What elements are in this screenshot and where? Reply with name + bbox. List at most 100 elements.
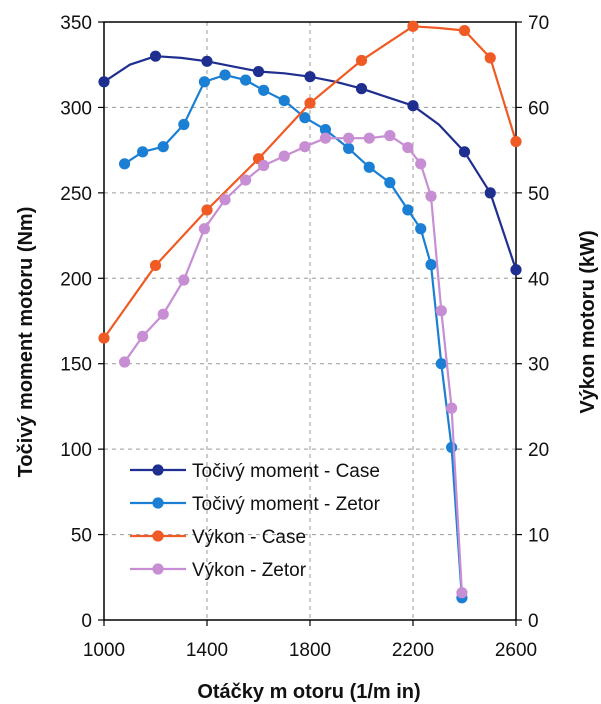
y-right-tick-label: 20: [528, 440, 549, 461]
x-tick-label: 1000: [83, 640, 125, 661]
data-point: [435, 358, 447, 370]
y-right-tick-label: 30: [528, 355, 549, 376]
data-point: [137, 146, 149, 158]
y-right-tick-label: 70: [528, 13, 549, 34]
data-point: [299, 141, 311, 153]
data-point: [98, 332, 110, 344]
data-point: [363, 132, 375, 144]
data-point: [484, 187, 496, 199]
legend-label: Točivý moment - Zetor: [192, 494, 381, 515]
data-point: [425, 259, 437, 271]
data-point: [355, 83, 368, 95]
x-tick-label: 1800: [289, 640, 331, 661]
y-left-tick-label: 300: [60, 98, 92, 119]
data-point: [407, 20, 419, 32]
data-point: [178, 118, 190, 131]
data-point: [415, 158, 427, 170]
axes: [98, 21, 522, 626]
y-axis-left-title: Točivý moment motoru (Nm): [15, 207, 37, 478]
series-4: [119, 130, 468, 599]
data-point: [343, 142, 355, 155]
data-point: [178, 274, 190, 286]
data-point: [258, 159, 270, 172]
x-tick-label: 1400: [186, 640, 228, 661]
y-right-tick-label: 0: [528, 611, 539, 632]
data-point: [201, 204, 213, 216]
legend-item: Točivý moment - Case: [130, 461, 380, 482]
data-point: [299, 112, 311, 124]
y-right-tick-label: 50: [528, 184, 549, 205]
y-axis-right-title: Výkon motoru (kW): [577, 230, 599, 413]
data-point: [119, 356, 131, 368]
data-point: [137, 330, 149, 342]
plot-frame: [103, 21, 517, 621]
data-point: [149, 259, 162, 272]
data-point: [119, 158, 131, 170]
data-point: [278, 94, 290, 107]
legend-swatch-marker: [152, 530, 164, 542]
y-left-tick-label: 0: [81, 611, 92, 632]
legend-swatch-marker: [152, 563, 164, 575]
data-point: [278, 150, 290, 162]
grid: [104, 22, 516, 620]
data-point: [198, 76, 211, 88]
data-point: [343, 132, 355, 144]
y-right-tick-label: 10: [528, 526, 549, 547]
tick-labels: 1000 1400 1800 2200 260005010015020025030035…: [60, 13, 549, 661]
data-point: [319, 132, 332, 144]
data-point: [157, 308, 169, 320]
data-point: [384, 177, 396, 189]
data-point: [355, 54, 368, 67]
data-point: [484, 52, 496, 64]
x-axis-title: Otáčky m otoru (1/m in): [197, 681, 420, 703]
data-point: [510, 264, 522, 276]
legend: Točivý moment - Case Točivý moment - Zeto…: [130, 461, 381, 581]
data-point: [446, 441, 458, 454]
series-line: [123, 134, 463, 593]
legend-item: Výkon - Case: [130, 527, 306, 548]
data-point: [219, 69, 231, 81]
y-left-tick-label: 350: [60, 13, 92, 34]
data-point: [240, 174, 252, 186]
data-point: [319, 124, 332, 136]
legend-swatch-marker: [152, 497, 164, 509]
y-left-tick-label: 200: [60, 269, 92, 290]
data-point: [402, 204, 414, 216]
series-layer: [98, 20, 522, 604]
y-right-tick-label: 40: [528, 269, 549, 290]
x-tick-label: 2600: [495, 640, 537, 661]
data-point: [252, 65, 265, 78]
data-point: [201, 55, 213, 67]
series-2: [119, 69, 468, 604]
data-point: [402, 141, 414, 154]
data-point: [240, 74, 252, 86]
legend-swatch-marker: [152, 464, 164, 476]
x-tick-label: 2200: [392, 640, 434, 661]
data-point: [510, 136, 522, 148]
legend-item: Výkon - Zetor: [130, 560, 307, 581]
legend-label: Výkon - Case: [192, 527, 306, 548]
data-point: [149, 50, 162, 62]
data-point: [458, 146, 471, 158]
data-point: [198, 223, 211, 235]
y-left-tick-label: 250: [60, 184, 92, 205]
series-1: [98, 50, 522, 276]
data-point: [458, 24, 471, 37]
legend-item: Točivý moment - Zetor: [130, 494, 381, 515]
data-point: [157, 141, 169, 153]
legend-label: Točivý moment - Case: [192, 461, 380, 482]
data-point: [446, 402, 458, 414]
data-point: [304, 71, 316, 83]
data-point: [98, 76, 110, 88]
data-point: [258, 84, 270, 96]
data-point: [407, 100, 419, 112]
data-point: [456, 587, 468, 599]
series-line: [123, 73, 463, 598]
y-left-tick-label: 50: [71, 526, 92, 547]
data-point: [219, 194, 231, 206]
data-point: [435, 305, 447, 317]
data-point: [304, 97, 316, 109]
y-right-tick-label: 60: [528, 98, 549, 119]
y-left-tick-label: 100: [60, 440, 92, 461]
